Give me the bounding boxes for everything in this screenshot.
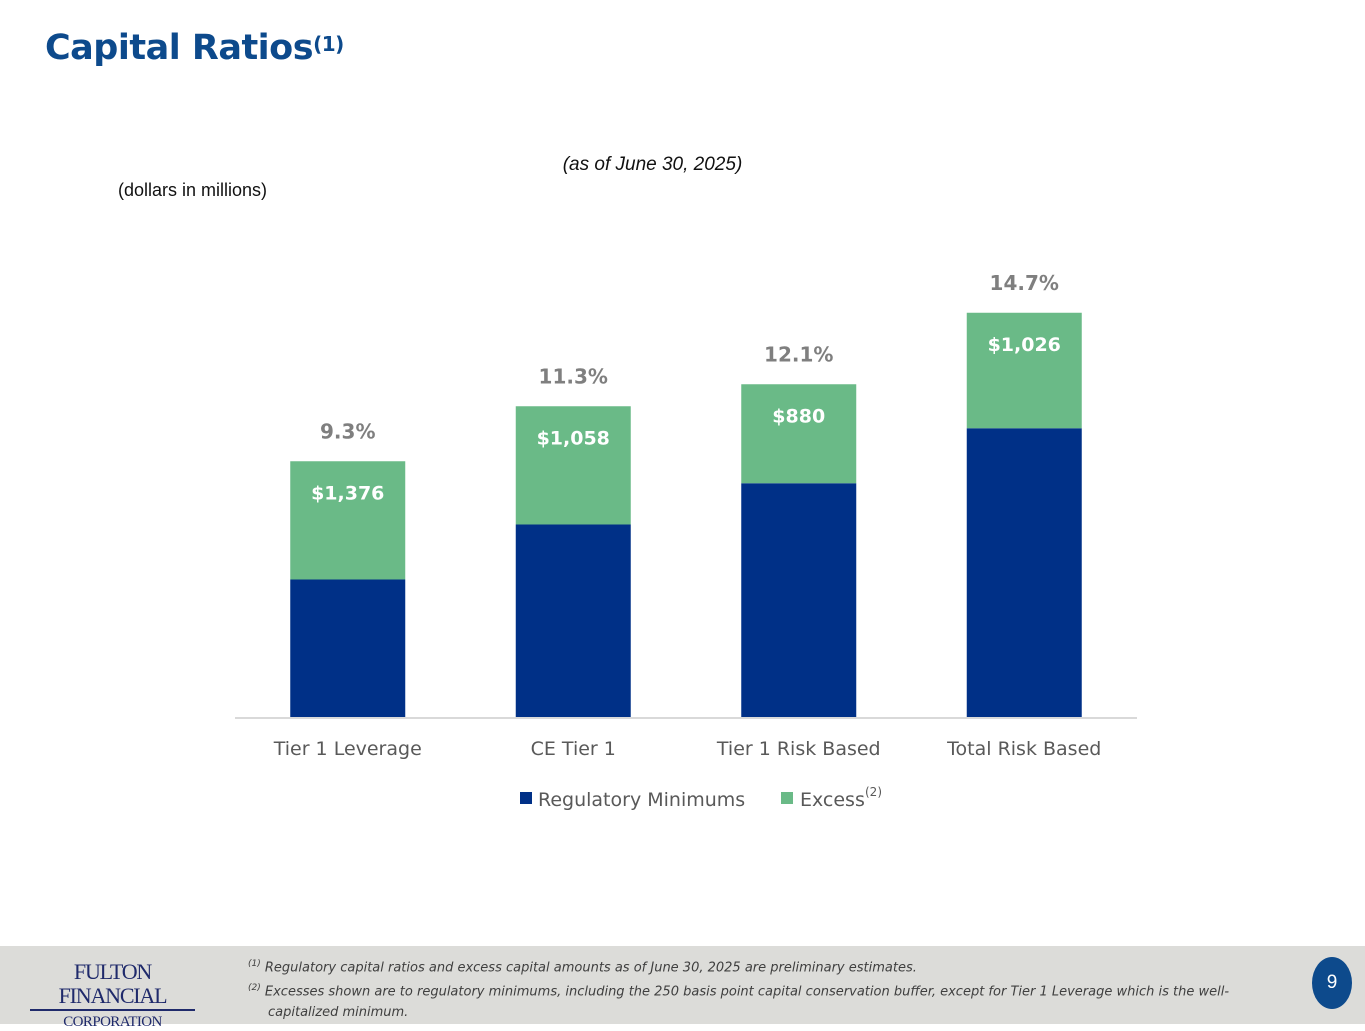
bar-excess bbox=[741, 384, 857, 484]
legend-footnote-ref: (2) bbox=[865, 785, 882, 799]
total-ratio-label: 9.3% bbox=[320, 419, 375, 443]
footnote-2-text: Excesses shown are to regulatory minimum… bbox=[264, 984, 1230, 1000]
as-of-date: (as of June 30, 2025) bbox=[562, 154, 743, 175]
footnotes: (1) Regulatory capital ratios and excess… bbox=[248, 954, 1288, 1023]
bar-regulatory-minimum bbox=[741, 483, 857, 717]
legend-swatch-regulatory-minimums bbox=[520, 792, 532, 804]
bar-regulatory-minimum bbox=[966, 428, 1082, 717]
category-tick-label: Tier 1 Leverage bbox=[273, 738, 422, 760]
total-ratio-label: 11.3% bbox=[539, 364, 608, 388]
legend-swatch-excess bbox=[781, 792, 793, 804]
footnote-2: (2) Excesses shown are to regulatory min… bbox=[248, 978, 1288, 1002]
footnote-1-text: Regulatory capital ratios and excess cap… bbox=[264, 960, 917, 976]
total-ratio-label: 14.7% bbox=[990, 271, 1059, 295]
excess-data-label: $880 bbox=[772, 405, 825, 427]
logo-line-1: FULTON FINANCIAL bbox=[30, 960, 195, 1011]
footnote-2-continued: capitalized minimum. bbox=[268, 1004, 409, 1020]
category-tick-label: CE Tier 1 bbox=[531, 738, 616, 760]
excess-data-label: $1,026 bbox=[988, 334, 1061, 356]
page-number: 9 bbox=[1312, 957, 1352, 1009]
bar-excess bbox=[966, 312, 1082, 429]
legend-label-regulatory-minimums: Regulatory Minimums bbox=[538, 789, 745, 811]
bar-regulatory-minimum bbox=[515, 524, 631, 717]
footnote-1-marker: (1) bbox=[248, 959, 261, 969]
category-tick-label: Tier 1 Risk Based bbox=[716, 738, 881, 760]
bar-excess bbox=[290, 461, 406, 580]
title-footnote-ref: (1) bbox=[313, 32, 344, 56]
page-title-text: Capital Ratios bbox=[45, 28, 314, 68]
footer: FULTON FINANCIAL CORPORATION (1) Regulat… bbox=[0, 946, 1365, 1030]
logo-line-2: CORPORATION bbox=[63, 1014, 162, 1030]
legend-label-excess: Excess bbox=[800, 789, 865, 811]
units-note: (dollars in millions) bbox=[118, 180, 268, 200]
total-ratio-label: 12.1% bbox=[764, 342, 833, 366]
category-tick-label: Total Risk Based bbox=[946, 738, 1101, 760]
capital-ratios-chart: $1,376 9.3% Tier 1 Leverage $1,058 11.3% CE T… bbox=[235, 271, 1137, 811]
company-logo: FULTON FINANCIAL CORPORATION bbox=[30, 960, 195, 1031]
footnote-2-marker: (2) bbox=[248, 983, 261, 994]
bar-regulatory-minimum bbox=[290, 579, 406, 717]
footnote-1: (1) Regulatory capital ratios and excess… bbox=[248, 954, 1288, 978]
page-title: Capital Ratios(1) bbox=[45, 28, 344, 68]
bar-excess bbox=[515, 406, 631, 525]
excess-data-label: $1,376 bbox=[311, 482, 384, 504]
excess-data-label: $1,058 bbox=[537, 427, 610, 449]
